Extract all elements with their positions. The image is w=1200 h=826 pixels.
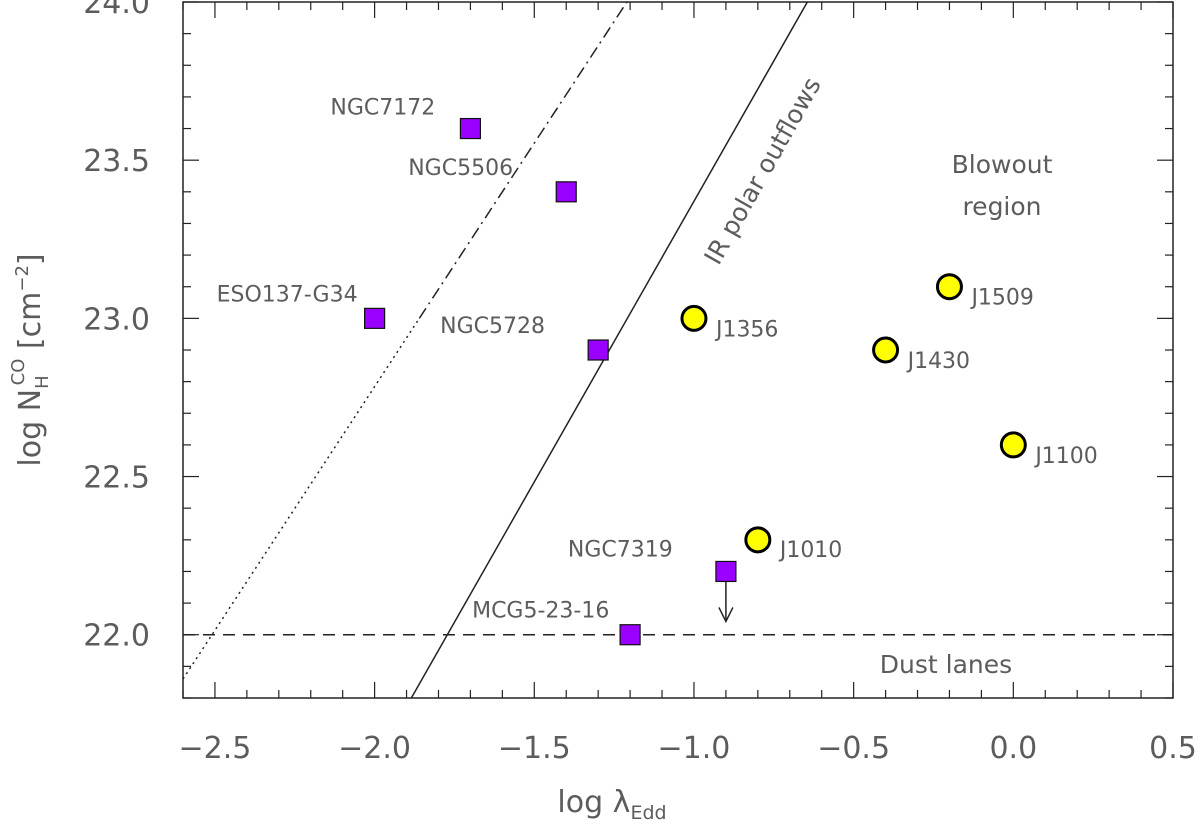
axes-layer: −2.5 −2.0 −1.5 −1.0 −0.5 0.0 0.5 22.0 22.5 23.0 23…	[83, 0, 1197, 766]
x-tick-label: −1.5	[498, 731, 571, 766]
point-label-ngc5506: NGC5506	[408, 156, 513, 181]
point-label-mcg5-23-16: MCG5-23-16	[472, 599, 609, 624]
reference-line-dash-dot	[418, 1, 628, 319]
point-labels: NGC7172 NGC5506 ESO137-G34 NGC5728 NGC7319 MC…	[217, 96, 1098, 624]
x-tick-label: 0.5	[1149, 731, 1197, 766]
ir-outflows-label: IR polar outflows	[698, 72, 826, 269]
dust-lanes-label: Dust lanes	[880, 650, 1012, 679]
x-tick-label: −1.0	[658, 731, 731, 766]
y-axis-title: log NHCO [cm−2]	[8, 253, 53, 466]
x-tick-label: −0.5	[817, 731, 890, 766]
point-label-j1010: J1010	[778, 538, 842, 563]
circle-point-j1356	[680, 304, 708, 332]
circle-point-j1100	[999, 431, 1027, 459]
reference-line-solid	[410, 1, 808, 699]
square-point-mcg5-23-16	[619, 624, 641, 646]
circle-point-j1430	[872, 336, 900, 364]
point-label-ngc7319: NGC7319	[568, 537, 673, 562]
data-points	[364, 117, 1027, 646]
blowout-label-line1: Blowout	[952, 150, 1053, 179]
point-label-j1430: J1430	[906, 349, 970, 374]
y-tick-label: 23.0	[83, 302, 150, 337]
point-label-eso137-g34: ESO137-G34	[217, 282, 358, 307]
square-point-ngc7319	[715, 560, 737, 583]
point-label-j1100: J1100	[1033, 444, 1097, 469]
y-tick-label: 23.5	[83, 144, 150, 179]
circle-point-j1509	[935, 273, 963, 301]
upper-limit-arrow-head	[718, 607, 734, 624]
x-tick-label: −2.5	[179, 731, 252, 766]
x-tick-label: −2.0	[338, 731, 411, 766]
y-tick-label: 22.5	[83, 461, 150, 496]
circle-point-j1010	[744, 526, 772, 554]
point-label-ngc5728: NGC5728	[440, 314, 545, 339]
reference-line-dotted	[182, 317, 420, 680]
y-tick-label: 22.0	[83, 619, 150, 654]
square-point-ngc7172	[459, 117, 482, 140]
point-label-ngc7172: NGC7172	[330, 96, 435, 121]
square-point-eso137-g34	[364, 307, 386, 329]
reference-lines	[182, 1, 1173, 699]
point-label-j1509: J1509	[969, 286, 1033, 311]
y-tick-label: 24.0	[83, 0, 150, 21]
square-point-ngc5728	[587, 339, 609, 361]
point-label-j1356: J1356	[714, 317, 778, 342]
x-axis-title: log λEdd	[557, 785, 666, 824]
blowout-label-line2: region	[962, 192, 1041, 221]
x-tick-label: 0.0	[989, 731, 1037, 766]
square-point-ngc5506	[555, 181, 577, 203]
